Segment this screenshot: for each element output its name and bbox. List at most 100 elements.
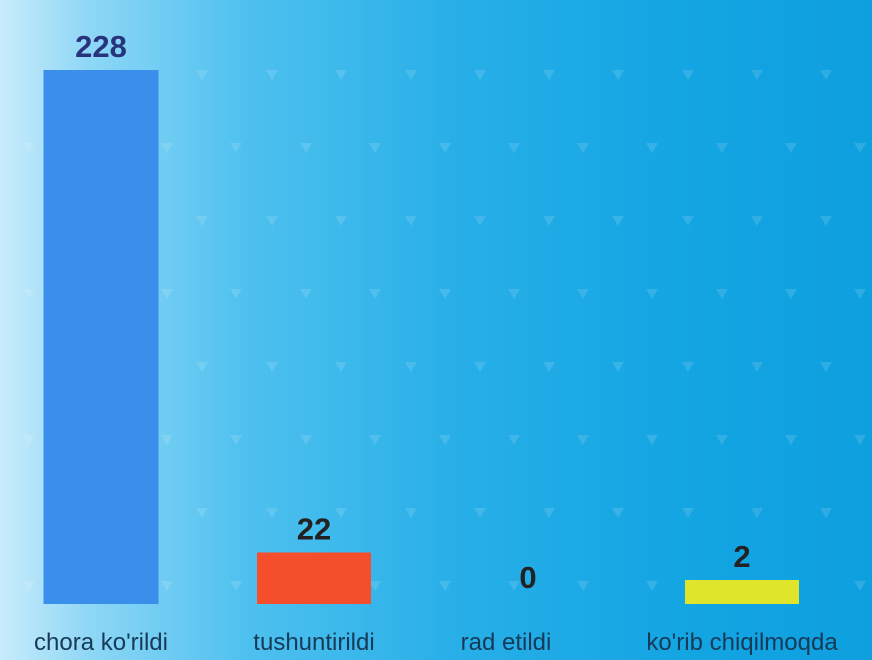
- triangle-down-icon-4-3: [196, 362, 208, 372]
- triangle-down-icon-2-10: [682, 216, 694, 226]
- triangle-down-icon-3-7: [508, 289, 520, 299]
- triangle-down-icon-6-7: [474, 508, 486, 518]
- triangle-down-icon-2-12: [820, 216, 832, 226]
- triangle-down-icon-5-6: [439, 435, 451, 445]
- triangle-down-icon-5-2: [161, 435, 173, 445]
- triangle-down-icon-2-4: [266, 216, 278, 226]
- triangle-down-icon-2-8: [543, 216, 555, 226]
- triangle-down-icon-3-5: [369, 289, 381, 299]
- triangle-down-icon-5-7: [508, 435, 520, 445]
- triangle-down-icon-3-8: [577, 289, 589, 299]
- triangle-down-icon-1-0: [23, 143, 35, 153]
- triangle-down-icon-0-6: [405, 70, 417, 80]
- triangle-down-icon-1-7: [508, 143, 520, 153]
- triangle-down-icon-7-5: [369, 581, 381, 591]
- triangle-down-icon-2-5: [335, 216, 347, 226]
- triangle-down-icon-5-12: [854, 435, 866, 445]
- triangle-down-icon-1-10: [716, 143, 728, 153]
- triangle-down-icon-7-12: [854, 581, 866, 591]
- category-label-2: rad etildi: [461, 629, 552, 656]
- triangle-down-icon-0-8: [543, 70, 555, 80]
- triangle-down-icon-3-0: [23, 289, 35, 299]
- bar-0: [43, 70, 159, 604]
- triangle-down-icon-6-6: [405, 508, 417, 518]
- triangle-down-icon-7-0: [23, 581, 35, 591]
- triangle-down-icon-6-12: [820, 508, 832, 518]
- triangle-down-icon-6-5: [335, 508, 347, 518]
- triangle-down-icon-3-6: [439, 289, 451, 299]
- triangle-down-icon-1-4: [300, 143, 312, 153]
- triangle-down-icon-2-3: [196, 216, 208, 226]
- triangle-down-icon-6-9: [612, 508, 624, 518]
- triangle-down-icon-3-11: [785, 289, 797, 299]
- bars-layer: [43, 70, 799, 604]
- labels-layer: 228 chora ko'rildi 22 tushuntirildi 0 rad eti…: [34, 29, 838, 656]
- triangle-down-icon-7-2: [161, 581, 173, 591]
- triangle-down-icon-4-6: [405, 362, 417, 372]
- category-label-1: tushuntirildi: [253, 629, 374, 656]
- triangle-down-icon-1-9: [646, 143, 658, 153]
- triangle-down-icon-0-3: [196, 70, 208, 80]
- triangle-down-icon-5-0: [23, 435, 35, 445]
- triangle-down-icon-3-4: [300, 289, 312, 299]
- triangle-down-icon-0-4: [266, 70, 278, 80]
- triangle-down-icon-3-9: [646, 289, 658, 299]
- triangle-down-icon-0-10: [682, 70, 694, 80]
- triangle-down-icon-0-11: [751, 70, 763, 80]
- triangle-down-icon-1-3: [230, 143, 242, 153]
- triangle-down-icon-0-5: [335, 70, 347, 80]
- bar-1: [257, 552, 371, 604]
- triangle-down-icon-7-3: [230, 581, 242, 591]
- category-label-0: chora ko'rildi: [34, 629, 168, 656]
- triangle-down-icon-5-5: [369, 435, 381, 445]
- triangle-down-icon-4-12: [820, 362, 832, 372]
- triangle-down-icon-0-12: [820, 70, 832, 80]
- triangle-down-icon-7-9: [646, 581, 658, 591]
- triangle-down-icon-6-0: [0, 508, 1, 510]
- triangle-down-icon-4-0: [0, 362, 1, 364]
- triangle-down-icon-5-4: [300, 435, 312, 445]
- triangle-down-icon-1-5: [369, 143, 381, 153]
- triangle-down-icon-1-2: [161, 143, 173, 153]
- triangle-down-icon-4-11: [751, 362, 763, 372]
- triangle-down-icon-1-11: [785, 143, 797, 153]
- triangle-down-icon-2-6: [405, 216, 417, 226]
- triangle-down-icon-2-9: [612, 216, 624, 226]
- triangle-down-icon-2-7: [474, 216, 486, 226]
- triangle-down-icon-7-7: [508, 581, 520, 591]
- triangle-down-icon-7-8: [577, 581, 589, 591]
- triangle-down-icon-3-2: [161, 289, 173, 299]
- value-label-2: 0: [519, 560, 536, 595]
- triangle-down-icon-0-9: [612, 70, 624, 80]
- triangle-down-icon-2-0: [0, 216, 1, 218]
- triangle-down-icon-5-10: [716, 435, 728, 445]
- triangle-down-icon-1-12: [854, 143, 866, 153]
- triangle-down-icon-0-0: [0, 70, 1, 72]
- triangle-down-icon-5-11: [785, 435, 797, 445]
- triangle-down-icon-4-4: [266, 362, 278, 372]
- triangle-down-icon-4-7: [474, 362, 486, 372]
- category-label-3: ko'rib chiqilmoqda: [646, 629, 838, 656]
- value-label-3: 2: [733, 539, 750, 574]
- triangle-down-icon-4-8: [543, 362, 555, 372]
- triangle-down-icon-7-6: [439, 581, 451, 591]
- triangle-down-icon-4-10: [682, 362, 694, 372]
- bar-3: [685, 580, 799, 604]
- triangle-down-icon-2-11: [751, 216, 763, 226]
- background-pattern: [0, 70, 866, 591]
- triangle-down-icon-5-9: [646, 435, 658, 445]
- triangle-down-icon-4-9: [612, 362, 624, 372]
- triangle-down-icon-5-8: [577, 435, 589, 445]
- triangle-down-icon-0-7: [474, 70, 486, 80]
- triangle-down-icon-4-5: [335, 362, 347, 372]
- triangle-down-icon-6-10: [682, 508, 694, 518]
- triangle-down-icon-5-3: [230, 435, 242, 445]
- triangle-down-icon-3-3: [230, 289, 242, 299]
- value-label-1: 22: [297, 511, 331, 546]
- triangle-down-icon-3-10: [716, 289, 728, 299]
- triangle-down-icon-3-12: [854, 289, 866, 299]
- triangle-down-icon-1-6: [439, 143, 451, 153]
- triangle-down-icon-6-3: [196, 508, 208, 518]
